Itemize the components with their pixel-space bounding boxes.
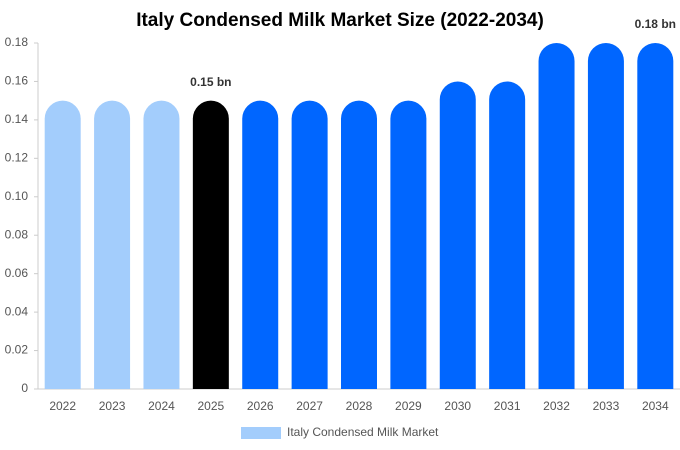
legend-label: Italy Condensed Milk Market bbox=[287, 425, 439, 439]
bar bbox=[44, 100, 81, 389]
chart-title: Italy Condensed Milk Market Size (2022-2… bbox=[136, 10, 544, 31]
bar bbox=[143, 100, 180, 389]
y-tick-label: 0.08 bbox=[5, 227, 29, 241]
x-tick-label: 2024 bbox=[148, 399, 175, 413]
x-tick-label: 2034 bbox=[642, 399, 669, 413]
x-tick-label: 2023 bbox=[99, 399, 126, 413]
bar bbox=[242, 100, 279, 389]
y-tick-label: 0.06 bbox=[5, 266, 29, 280]
x-tick-label: 2029 bbox=[395, 399, 422, 413]
x-tick-label: 2031 bbox=[494, 399, 521, 413]
x-tick-label: 2032 bbox=[543, 399, 570, 413]
y-tick-label: 0.18 bbox=[5, 35, 29, 49]
bar bbox=[538, 43, 575, 389]
bar bbox=[390, 100, 427, 389]
value-label: 0.15 bn bbox=[190, 75, 231, 89]
legend-swatch bbox=[241, 427, 281, 439]
x-tick-label: 2025 bbox=[197, 399, 224, 413]
bar bbox=[341, 100, 377, 389]
y-tick-label: 0.12 bbox=[5, 151, 29, 165]
x-tick-label: 2028 bbox=[346, 399, 373, 413]
bar bbox=[637, 43, 674, 389]
y-tick-label: 0.14 bbox=[5, 112, 29, 126]
bar bbox=[489, 81, 526, 389]
y-tick-label: 0.10 bbox=[5, 189, 29, 203]
x-tick-label: 2030 bbox=[444, 399, 471, 413]
y-tick-label: 0.16 bbox=[5, 74, 29, 88]
y-tick-label: 0 bbox=[21, 381, 28, 395]
x-tick-label: 2033 bbox=[593, 399, 620, 413]
bar bbox=[587, 43, 624, 389]
y-tick-label: 0.02 bbox=[5, 343, 29, 357]
bar bbox=[192, 100, 229, 389]
x-tick-label: 2022 bbox=[49, 399, 76, 413]
x-tick-label: 2027 bbox=[296, 399, 323, 413]
bar bbox=[291, 100, 328, 389]
y-tick-label: 0.04 bbox=[5, 304, 29, 318]
value-label: 0.18 bn bbox=[635, 17, 676, 31]
bar bbox=[94, 100, 131, 389]
bar bbox=[439, 81, 476, 389]
x-tick-label: 2026 bbox=[247, 399, 274, 413]
